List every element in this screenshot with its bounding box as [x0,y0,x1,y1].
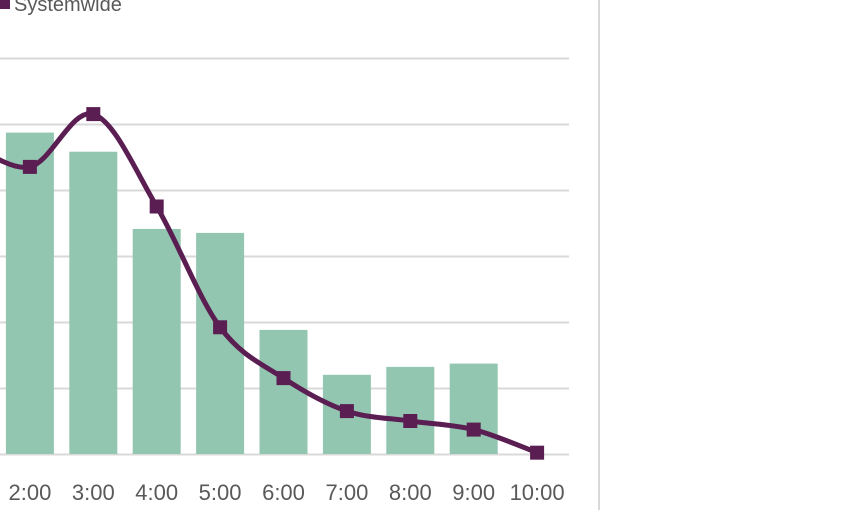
systemwide-marker-6:00 [276,371,291,386]
bar-3:00 [69,151,118,454]
bar-2:00 [5,132,54,454]
bar-6:00 [259,329,308,454]
bar-8:00 [386,366,435,454]
x-tick-label: 9:00 [452,480,495,505]
systemwide-marker-4:00 [149,199,164,214]
bar-series [5,132,498,454]
x-tick-label: 6:00 [262,480,305,505]
systemwide-marker-3:00 [86,107,101,122]
x-tick-label: 3:00 [72,480,115,505]
x-axis-tick-labels: 2:00 3:00 4:00 5:00 6:00 7:00 8:00 9:00 10:00 [8,480,564,505]
x-tick-label: 2:00 [8,480,51,505]
legend-swatch-systemwide [0,0,10,9]
x-tick-label: 5:00 [199,480,242,505]
x-tick-label: 8:00 [389,480,432,505]
systemwide-line [0,111,540,456]
systemwide-marker-10:00 [530,445,545,460]
systemwide-marker-9:00 [466,422,481,437]
systemwide-marker-2:00 [22,159,37,174]
bar-4:00 [132,228,181,454]
x-tick-label: 7:00 [325,480,368,505]
systemwide-marker-8:00 [403,414,418,428]
legend-label-systemwide: Systemwide [14,0,122,16]
bar-9:00 [449,363,498,454]
legend: Systemwide [0,0,122,16]
x-tick-label: 4:00 [135,480,178,505]
systemwide-line-series [0,107,545,460]
systemwide-marker-7:00 [339,404,354,419]
systemwide-marker-5:00 [213,320,228,335]
x-tick-label: 10:00 [510,480,565,505]
